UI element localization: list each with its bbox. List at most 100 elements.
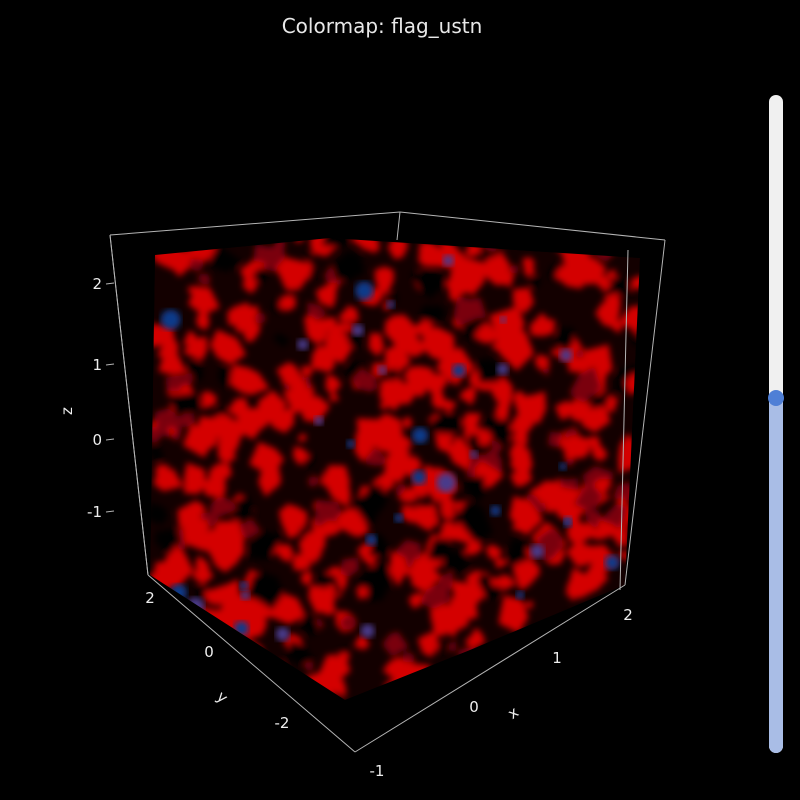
volume-blue-cell	[351, 324, 364, 337]
volume-cell	[166, 656, 194, 683]
volume-blue-cell	[515, 590, 525, 600]
volume-cell	[177, 413, 195, 428]
volume-cell	[463, 540, 484, 556]
volume-cell	[201, 390, 217, 410]
volume-cell	[441, 504, 455, 521]
volume-cell	[304, 251, 314, 260]
volume-cell	[509, 667, 524, 683]
volume-cell	[224, 418, 245, 444]
volume-blue-cell	[234, 621, 249, 636]
volume-cell	[208, 463, 232, 481]
volume-cell	[599, 597, 622, 617]
volume-cell	[422, 464, 442, 485]
volume-cell	[295, 557, 307, 569]
volume-cell	[519, 677, 542, 700]
volume-cell	[509, 442, 526, 465]
volume-cell	[629, 672, 640, 695]
tick-labels: -1 0 1 2 -2 0 2 -1 0 1 2	[87, 275, 633, 780]
volume-cell	[321, 238, 351, 248]
volume-cell	[439, 521, 462, 544]
volume-cell	[478, 668, 518, 700]
volume-cell	[555, 400, 573, 420]
volume-cell	[532, 480, 562, 504]
volume-cell	[356, 586, 368, 600]
volume-cell	[613, 481, 634, 502]
z-tick-mark	[105, 438, 115, 441]
colormap-slider[interactable]	[768, 95, 784, 753]
volume-cell	[211, 593, 254, 630]
volume-blue-cell	[346, 439, 355, 449]
volume-cell	[150, 323, 175, 346]
volume-cell	[308, 584, 336, 614]
volume-cell	[413, 319, 433, 340]
x-tick-label: 0	[469, 698, 479, 716]
z-tick-label: 2	[92, 275, 102, 293]
volume-cell	[151, 640, 173, 662]
y-tick-label: 0	[204, 643, 214, 661]
volume-cell	[478, 429, 492, 446]
volume-cell	[426, 537, 450, 562]
x-tick-label: 2	[623, 606, 633, 624]
volume-cell	[417, 632, 438, 658]
volume-cell	[338, 652, 350, 665]
volume-cell	[425, 372, 447, 394]
volume-cell	[230, 364, 270, 396]
volume-render	[150, 238, 640, 700]
volume-cell	[189, 258, 204, 273]
volume-cell	[576, 613, 603, 643]
volume-cell	[566, 522, 592, 546]
volume-cell	[245, 572, 284, 611]
volume-cell	[276, 362, 303, 387]
volume-blue-cell	[170, 584, 187, 601]
volume-cell	[209, 245, 242, 272]
volume-cell	[566, 541, 603, 567]
volume-blue-cell	[499, 316, 507, 324]
x-tick-label: 1	[552, 649, 562, 667]
volume-cell	[595, 620, 609, 633]
volume-blue-cell	[558, 462, 567, 471]
volume-cell	[509, 496, 544, 536]
volume-blue-cell	[240, 590, 250, 600]
volume-cell	[581, 238, 593, 246]
volume-cell	[498, 595, 529, 634]
volume-blue-cell	[442, 254, 454, 267]
volume-cell	[443, 548, 471, 576]
volume-cell	[397, 332, 425, 358]
volume-cell	[420, 305, 446, 323]
volume-cell	[535, 638, 548, 649]
volume-cell	[165, 375, 185, 391]
volume-cell	[400, 455, 423, 479]
volume-cell	[462, 412, 482, 432]
volume-cell	[573, 348, 585, 358]
volume-cell	[168, 426, 177, 436]
volume-blue-cell	[490, 505, 501, 516]
volume-cell	[450, 596, 460, 607]
z-tick-mark	[105, 282, 115, 285]
volume-blue-cell	[411, 470, 427, 485]
volume-cell	[214, 643, 240, 672]
volume-cell	[597, 696, 604, 700]
axis-edge-4	[624, 239, 666, 586]
volume-blue-cell	[314, 415, 324, 426]
y-tick-label: 2	[145, 589, 155, 607]
volume-cell	[210, 329, 247, 365]
axis-edge-7	[109, 234, 149, 576]
volume-cell	[168, 380, 203, 417]
volume-cell	[188, 285, 220, 316]
volume-cell	[534, 353, 548, 369]
volume-cell	[331, 250, 365, 282]
volume-cell	[410, 269, 447, 300]
volume-blue-cell	[452, 363, 466, 378]
volume-cell	[615, 658, 629, 674]
volume-cell	[500, 271, 515, 289]
volume-blue-cell	[530, 544, 545, 559]
volume-cell	[210, 496, 239, 519]
volume-cell	[565, 567, 601, 599]
volume-cell	[196, 273, 211, 286]
volume-cell	[475, 357, 508, 383]
volume-cell	[186, 529, 215, 552]
volume-cell	[315, 281, 337, 309]
volume-cell	[352, 368, 378, 393]
volume-cell	[595, 300, 621, 329]
slider-handle[interactable]	[768, 389, 784, 406]
